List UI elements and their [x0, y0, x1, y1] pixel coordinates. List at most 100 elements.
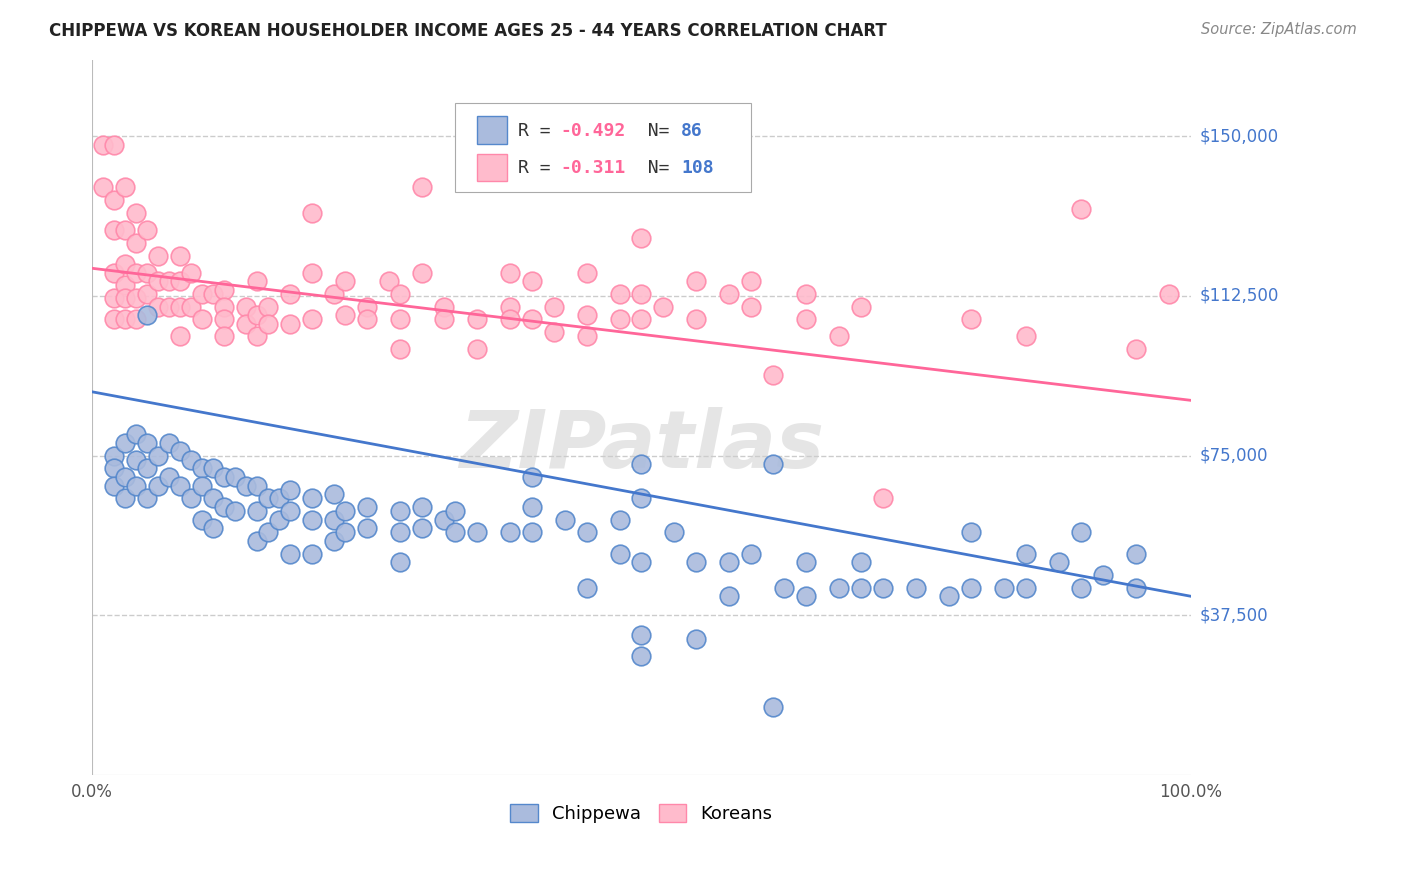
Point: [498, 312, 520, 326]
Text: Source: ZipAtlas.com: Source: ZipAtlas.com: [1201, 22, 1357, 37]
Point: [267, 513, 290, 527]
Point: [333, 504, 356, 518]
Text: CHIPPEWA VS KOREAN HOUSEHOLDER INCOME AGES 25 - 44 YEARS CORRELATION CHART: CHIPPEWA VS KOREAN HOUSEHOLDER INCOME AG…: [49, 22, 887, 40]
Text: $112,500: $112,500: [1199, 287, 1278, 305]
FancyBboxPatch shape: [454, 103, 751, 192]
Point: [762, 368, 785, 382]
Point: [103, 223, 125, 237]
Point: [136, 223, 159, 237]
Point: [114, 491, 136, 506]
Point: [257, 491, 280, 506]
Point: [103, 478, 125, 492]
Point: [235, 300, 257, 314]
Point: [301, 491, 323, 506]
Text: N=: N=: [626, 122, 681, 140]
Point: [278, 317, 301, 331]
Text: $75,000: $75,000: [1199, 447, 1268, 465]
Point: [202, 491, 225, 506]
Point: [103, 137, 125, 152]
Point: [136, 286, 159, 301]
Point: [146, 248, 169, 262]
Point: [1070, 525, 1092, 540]
Point: [630, 457, 652, 471]
Point: [212, 329, 235, 343]
Point: [278, 547, 301, 561]
Point: [136, 461, 159, 475]
Point: [191, 312, 214, 326]
Point: [322, 286, 344, 301]
Point: [794, 312, 817, 326]
Point: [465, 525, 488, 540]
Point: [212, 500, 235, 514]
Point: [388, 343, 411, 357]
Point: [125, 266, 148, 280]
Point: [960, 581, 983, 595]
Point: [356, 500, 378, 514]
Point: [543, 325, 565, 339]
Point: [388, 312, 411, 326]
Point: [443, 525, 465, 540]
Point: [333, 308, 356, 322]
Point: [246, 274, 269, 288]
Point: [554, 513, 576, 527]
Point: [114, 257, 136, 271]
Point: [246, 308, 269, 322]
Point: [146, 449, 169, 463]
Point: [191, 513, 214, 527]
Point: [851, 300, 873, 314]
Point: [180, 491, 202, 506]
Point: [388, 504, 411, 518]
Point: [543, 300, 565, 314]
Point: [322, 513, 344, 527]
Point: [520, 525, 543, 540]
Point: [103, 449, 125, 463]
Point: [180, 453, 202, 467]
Point: [411, 500, 433, 514]
Point: [191, 461, 214, 475]
Point: [235, 478, 257, 492]
Point: [322, 487, 344, 501]
Point: [180, 300, 202, 314]
Point: [498, 266, 520, 280]
Point: [1157, 286, 1180, 301]
Point: [443, 504, 465, 518]
Point: [718, 589, 741, 603]
Point: [630, 312, 652, 326]
Point: [609, 312, 631, 326]
Point: [1015, 547, 1038, 561]
Point: [685, 312, 707, 326]
Point: [1125, 547, 1147, 561]
Point: [125, 206, 148, 220]
Point: [575, 266, 598, 280]
Point: [993, 581, 1015, 595]
Point: [257, 525, 280, 540]
Point: [169, 329, 191, 343]
Point: [609, 547, 631, 561]
Point: [103, 461, 125, 475]
Point: [146, 300, 169, 314]
Point: [125, 453, 148, 467]
Point: [1125, 343, 1147, 357]
Text: 108: 108: [681, 159, 714, 177]
Point: [575, 525, 598, 540]
Point: [498, 300, 520, 314]
Point: [960, 312, 983, 326]
Point: [278, 286, 301, 301]
Point: [685, 274, 707, 288]
Point: [267, 491, 290, 506]
Point: [609, 286, 631, 301]
Point: [773, 581, 796, 595]
Point: [685, 632, 707, 646]
Point: [169, 248, 191, 262]
Point: [301, 266, 323, 280]
Point: [575, 308, 598, 322]
Point: [180, 266, 202, 280]
Text: $37,500: $37,500: [1199, 607, 1268, 624]
Point: [664, 525, 686, 540]
Point: [388, 525, 411, 540]
Point: [136, 491, 159, 506]
Point: [125, 291, 148, 305]
Point: [103, 193, 125, 207]
Point: [762, 700, 785, 714]
Point: [224, 504, 246, 518]
